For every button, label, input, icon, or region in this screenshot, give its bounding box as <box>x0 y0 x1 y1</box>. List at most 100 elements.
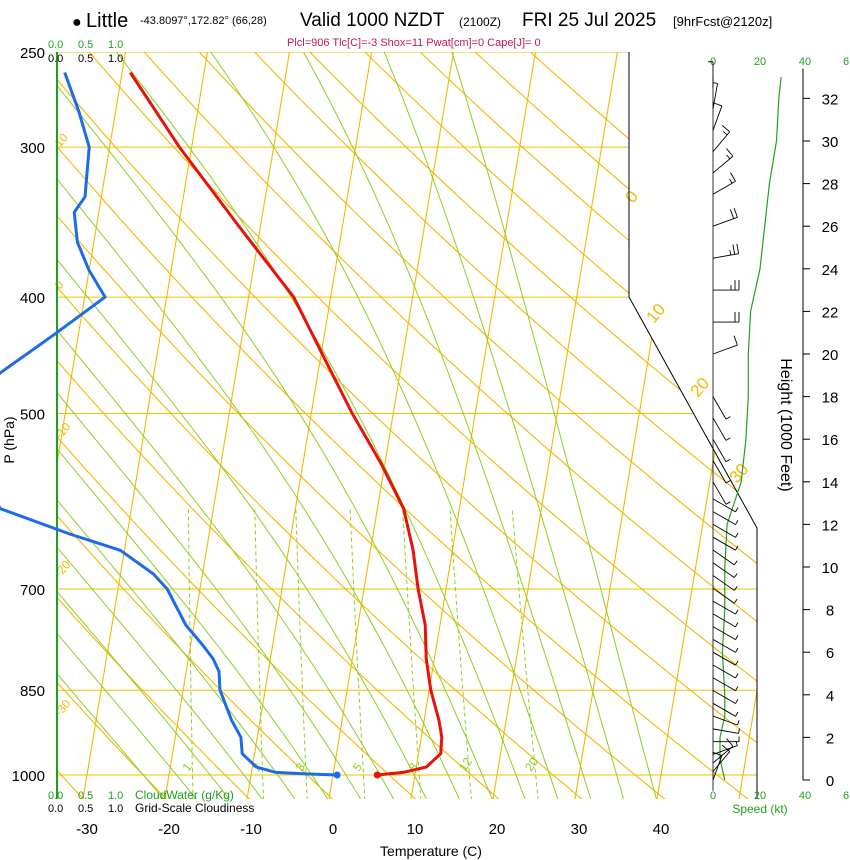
diagram-lines <box>57 52 757 799</box>
height-tick-label: 14 <box>822 475 839 492</box>
moist-adiabat-line <box>57 52 231 799</box>
pressure-tick-label: 400 <box>20 290 45 307</box>
isotherm-label: -30 <box>52 696 74 719</box>
isotherm-label: -20 <box>52 557 74 580</box>
wind-barb <box>712 738 734 764</box>
date-text: FRI 25 Jul 2025 <box>522 10 657 31</box>
isotherm-label: 30 <box>726 460 753 487</box>
moist-adiabat-line <box>290 52 592 799</box>
wind-barb <box>712 562 738 579</box>
height-tick-label: 22 <box>822 304 839 321</box>
wind-barb <box>712 536 739 551</box>
dry-adiabat-line <box>288 52 757 799</box>
pressure-tick-label: 850 <box>20 683 45 700</box>
pressure-tick-label: 700 <box>20 582 45 599</box>
pressure-tick-label: 300 <box>20 140 45 157</box>
moist-adiabat-line <box>57 52 363 799</box>
isotherm-line <box>57 52 127 799</box>
wind-speed-tick-label: 6 <box>843 790 849 802</box>
height-tick-label: 4 <box>826 688 834 705</box>
wind-speed-tick-label: 6 <box>843 56 849 68</box>
dry-adiabat-line <box>179 52 757 799</box>
wind-barb <box>712 172 736 195</box>
wind-barb <box>712 524 739 538</box>
isotherm-label: -10 <box>52 419 74 442</box>
dry-adiabat-line <box>57 52 584 799</box>
mixing-ratio-line <box>402 508 422 799</box>
station-marker-icon: ● <box>72 14 82 31</box>
temperature-tick-label: 30 <box>571 821 588 838</box>
temperature-line <box>129 71 444 777</box>
wind-barb <box>712 124 731 152</box>
wind-speed-line <box>719 77 782 781</box>
dry-adiabat-line <box>124 52 757 799</box>
height-tick-label: 30 <box>822 134 839 151</box>
dry-adiabat-line <box>70 52 757 799</box>
stability-indices: Plcl=906 Tlc[C]=-3 Shox=11 Pwat[cm]=0 Ca… <box>287 37 541 49</box>
wind-barb <box>712 438 731 463</box>
temperature-tick-label: 0 <box>329 821 337 838</box>
moist-adiabat-line <box>57 52 461 799</box>
pressure-axis-title: P (hPa) <box>1 416 17 463</box>
wind-barb <box>712 575 738 591</box>
dewpoint-line <box>0 71 338 777</box>
wind-barb <box>712 549 738 566</box>
cloud-water-tick-label: 1.0 <box>108 39 123 51</box>
isotherm-line <box>574 52 701 799</box>
surface-dewpoint-marker <box>333 771 341 779</box>
height-tick-label: 8 <box>826 603 834 620</box>
wind-barb <box>712 102 723 131</box>
wind-barb <box>708 61 714 88</box>
dry-adiabat-line <box>57 52 418 799</box>
wind-speed-tick-label: 40 <box>799 790 811 802</box>
cloud-water-tick-label: 0.5 <box>78 790 93 802</box>
mixing-ratio-label: 12 <box>456 755 475 774</box>
moist-adiabat-line <box>57 52 494 799</box>
height-tick-label: 16 <box>822 432 839 449</box>
mixing-ratio-line <box>511 508 539 799</box>
cloudiness-tick-label: 1.0 <box>108 53 123 65</box>
wind-barb <box>712 511 739 526</box>
utc-time: (2100Z) <box>459 15 502 29</box>
wind-barb <box>712 728 740 734</box>
wind-barb <box>712 690 739 704</box>
dry-adiabat-line <box>57 52 169 799</box>
dry-adiabat-line <box>343 52 757 799</box>
wind-barb <box>712 335 738 355</box>
height-tick-label: 18 <box>822 390 839 407</box>
moist-adiabat-line <box>444 52 658 799</box>
cloud-water-tick-label: 0.5 <box>78 39 93 51</box>
mixing-ratio-label: 20 <box>522 755 541 774</box>
isotherm-label: 10 <box>643 300 670 327</box>
wind-barb <box>712 702 739 717</box>
station-coords: -43.8097°,172.82° (66,28) <box>140 15 267 27</box>
wind-barb <box>712 498 739 513</box>
wind-barb <box>712 639 739 653</box>
wind-barb <box>712 651 739 666</box>
wind-speed-tick-label: 20 <box>754 790 766 802</box>
dry-adiabat-line <box>57 52 335 799</box>
temperature-tick-label: 20 <box>489 821 506 838</box>
dry-adiabat-line <box>57 52 501 799</box>
cloudiness-tick-label: 0.0 <box>48 803 63 815</box>
mixing-ratio-line <box>449 508 472 799</box>
temperature-tick-label: -20 <box>158 821 180 838</box>
height-tick-label: 24 <box>822 262 839 279</box>
wind-barb <box>712 677 739 692</box>
moist-adiabat-line <box>57 52 264 799</box>
temperature-axis-title: Temperature (C) <box>380 843 482 859</box>
mixing-ratio-line <box>295 508 308 799</box>
isotherm-line <box>164 52 291 799</box>
station-name: Little <box>86 10 129 32</box>
cloudiness-tick-label: 0.5 <box>78 53 93 65</box>
surface-temperature-marker <box>373 771 381 779</box>
pressure-tick-label: 500 <box>20 407 45 424</box>
wind-barb <box>712 417 731 441</box>
height-tick-label: 12 <box>822 517 839 534</box>
moist-adiabat-line <box>374 52 625 799</box>
temperature-tick-label: -10 <box>240 821 262 838</box>
isotherm-line <box>82 52 209 799</box>
wind-barb <box>713 736 740 743</box>
cloud-water-tick-label: 1.0 <box>108 790 123 802</box>
